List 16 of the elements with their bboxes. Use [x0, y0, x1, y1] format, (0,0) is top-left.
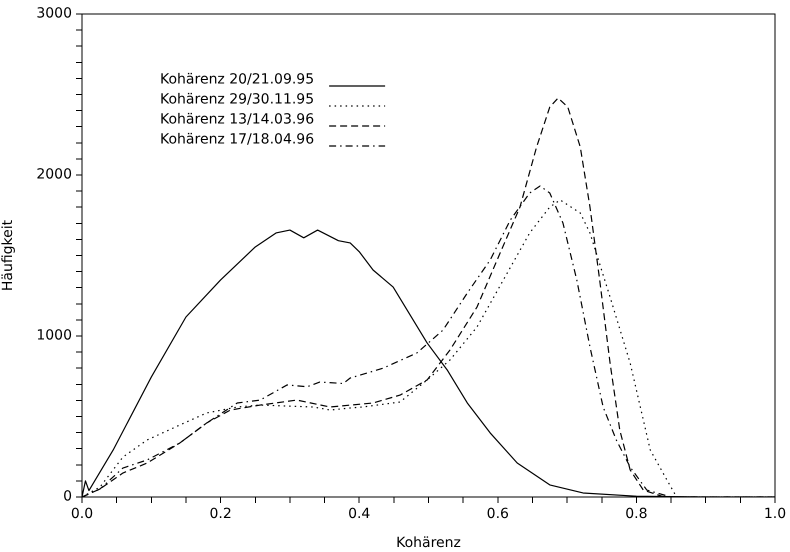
x-tick-label: 0.4	[348, 506, 370, 522]
y-tick-label: 3000	[36, 6, 72, 22]
x-axis-title: Kohärenz	[396, 535, 461, 552]
y-tick-label: 2000	[36, 166, 72, 183]
y-axis-title: Häufigkeit	[0, 219, 16, 292]
x-tick-label: 0.2	[209, 506, 232, 522]
legend-label: Kohärenz 20/21.09.95	[160, 72, 314, 88]
y-tick-label: 1000	[36, 328, 72, 344]
x-tick-label: 0.0	[70, 506, 94, 522]
legend-label: Kohärenz 29/30.11.95	[160, 92, 314, 108]
x-tick-label: 0.6	[486, 506, 510, 522]
y-tick-label: 0	[63, 488, 72, 505]
legend-label: Kohärenz 13/14.03.96	[160, 112, 314, 128]
x-tick-label: 0.8	[625, 506, 648, 522]
legend-label: Kohärenz 17/18.04.96	[160, 132, 314, 148]
x-tick-label: 1.0	[764, 506, 786, 522]
